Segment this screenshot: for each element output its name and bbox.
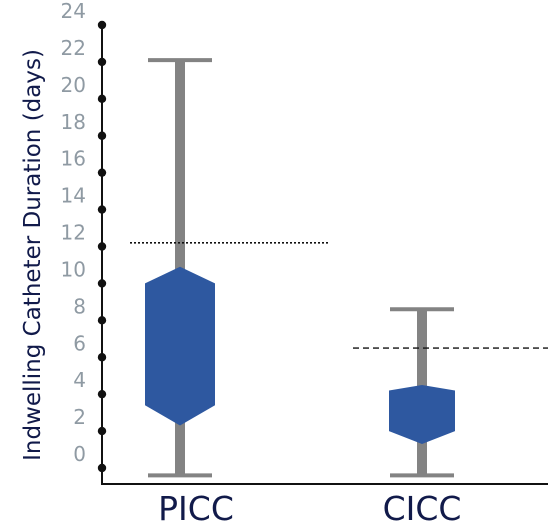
y-tick-label: 2 bbox=[73, 405, 86, 429]
x-category-label: CICC bbox=[383, 489, 462, 525]
y-tick-label: 8 bbox=[73, 294, 86, 318]
y-tick-label: 12 bbox=[61, 221, 86, 245]
y-tick-label: 18 bbox=[61, 110, 86, 134]
y-tick-label: 20 bbox=[61, 73, 86, 97]
y-tick-label: 14 bbox=[61, 184, 86, 208]
x-axis-category-labels: PICC CICC bbox=[158, 489, 461, 525]
box-cicc bbox=[389, 384, 455, 445]
y-tick-label: 16 bbox=[61, 147, 86, 171]
y-tick-label: 22 bbox=[61, 36, 86, 60]
plot-area bbox=[130, 58, 548, 478]
y-axis-title: Indwelling Catheter Duration (days) bbox=[20, 49, 46, 461]
x-category-label: PICC bbox=[158, 489, 234, 525]
y-tick-label: 0 bbox=[73, 442, 86, 466]
y-tick-label: 4 bbox=[73, 368, 86, 392]
box-picc bbox=[145, 266, 215, 426]
y-tick-label: 10 bbox=[61, 257, 86, 281]
y-tick-label: 24 bbox=[61, 0, 86, 23]
y-tick-label: 6 bbox=[73, 331, 86, 355]
